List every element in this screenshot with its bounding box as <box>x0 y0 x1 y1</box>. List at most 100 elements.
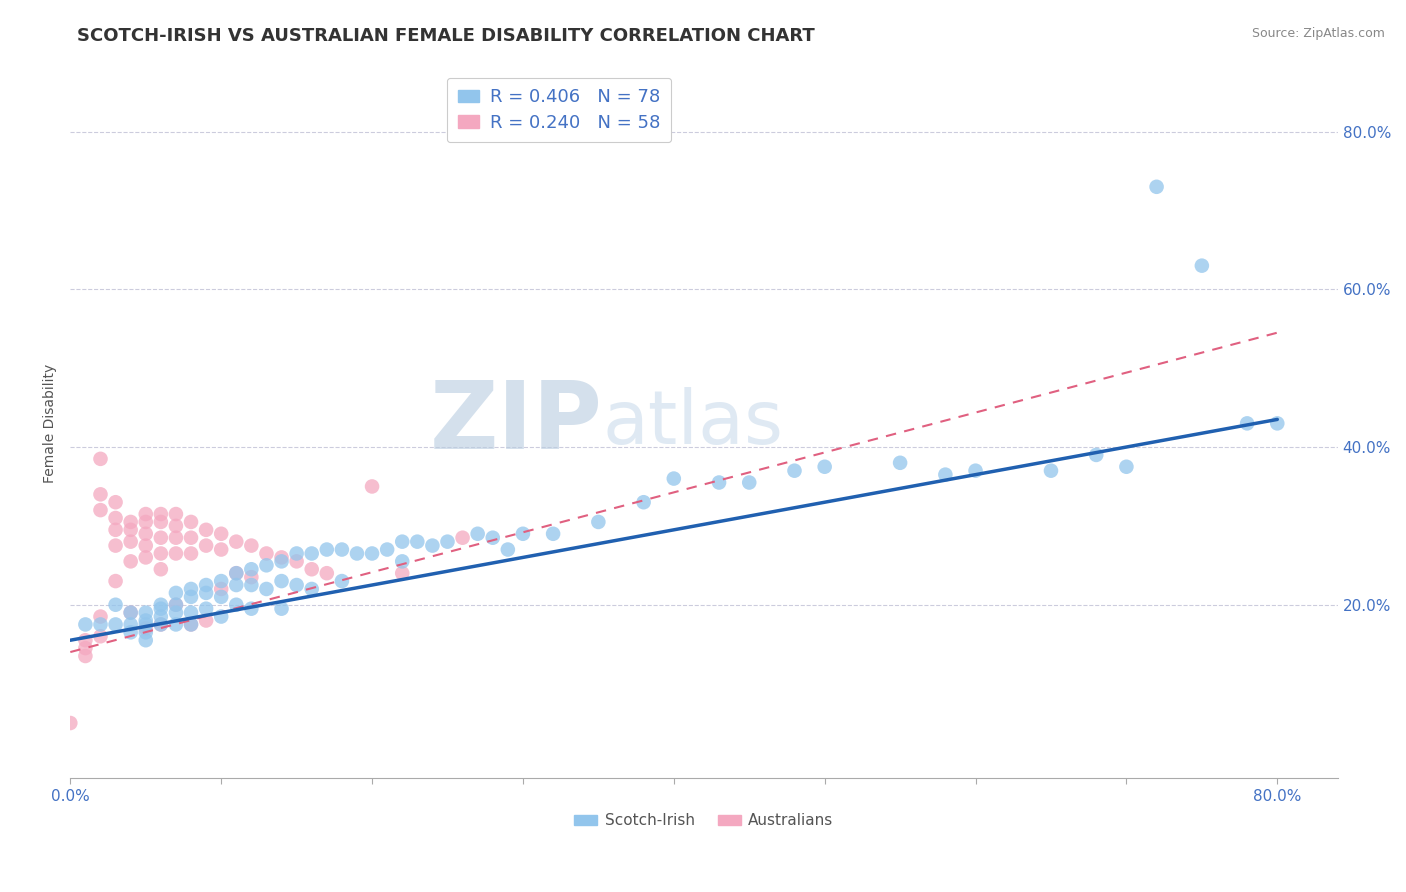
Point <box>165 617 187 632</box>
Point <box>104 523 127 537</box>
Point <box>180 546 202 560</box>
Text: SCOTCH-IRISH VS AUSTRALIAN FEMALE DISABILITY CORRELATION CHART: SCOTCH-IRISH VS AUSTRALIAN FEMALE DISABI… <box>77 27 815 45</box>
Point <box>104 511 127 525</box>
Point <box>707 475 730 490</box>
Point <box>165 531 187 545</box>
Point <box>104 617 127 632</box>
Point <box>209 582 232 596</box>
Point <box>1115 459 1137 474</box>
Point <box>541 526 564 541</box>
Point <box>149 598 172 612</box>
Point <box>270 574 292 588</box>
Point <box>165 598 187 612</box>
Point <box>209 526 232 541</box>
Point <box>391 554 413 568</box>
Point <box>135 507 157 521</box>
Point <box>1236 417 1258 431</box>
Point <box>375 542 398 557</box>
Point <box>120 617 142 632</box>
Point <box>361 479 384 493</box>
Point <box>783 464 806 478</box>
Point <box>135 617 157 632</box>
Point <box>301 562 323 576</box>
Point <box>135 633 157 648</box>
Point <box>89 617 111 632</box>
Point <box>75 641 97 656</box>
Point <box>120 606 142 620</box>
Point <box>934 467 956 482</box>
Point <box>1085 448 1108 462</box>
Point <box>149 531 172 545</box>
Point <box>149 617 172 632</box>
Point <box>180 617 202 632</box>
Point <box>120 625 142 640</box>
Point <box>165 507 187 521</box>
Text: atlas: atlas <box>603 387 783 460</box>
Point <box>149 617 172 632</box>
Point <box>180 617 202 632</box>
Point <box>135 621 157 635</box>
Point <box>225 598 247 612</box>
Point <box>256 558 278 573</box>
Point <box>135 515 157 529</box>
Point <box>422 539 444 553</box>
Point <box>225 534 247 549</box>
Point <box>225 578 247 592</box>
Point <box>1191 259 1213 273</box>
Point <box>481 531 503 545</box>
Point <box>120 515 142 529</box>
Point <box>180 590 202 604</box>
Point <box>285 546 308 560</box>
Point <box>195 523 218 537</box>
Point <box>633 495 655 509</box>
Point <box>301 546 323 560</box>
Point <box>496 542 519 557</box>
Point <box>59 716 82 731</box>
Point <box>361 546 384 560</box>
Point <box>165 519 187 533</box>
Point <box>225 566 247 581</box>
Point <box>467 526 489 541</box>
Point <box>135 526 157 541</box>
Point <box>240 562 263 576</box>
Point <box>738 475 761 490</box>
Point <box>120 534 142 549</box>
Point <box>180 582 202 596</box>
Point <box>135 614 157 628</box>
Point <box>436 534 458 549</box>
Point <box>149 601 172 615</box>
Text: Source: ZipAtlas.com: Source: ZipAtlas.com <box>1251 27 1385 40</box>
Point <box>89 487 111 501</box>
Point <box>240 578 263 592</box>
Point <box>120 523 142 537</box>
Point <box>104 574 127 588</box>
Point <box>315 566 337 581</box>
Point <box>180 515 202 529</box>
Point <box>270 554 292 568</box>
Point <box>240 601 263 615</box>
Point <box>195 614 218 628</box>
Point <box>209 609 232 624</box>
Point <box>391 566 413 581</box>
Legend: Scotch-Irish, Australians: Scotch-Irish, Australians <box>568 807 839 834</box>
Point <box>662 472 685 486</box>
Point <box>195 539 218 553</box>
Point <box>135 606 157 620</box>
Point <box>270 601 292 615</box>
Point <box>104 539 127 553</box>
Point <box>330 542 353 557</box>
Point <box>512 526 534 541</box>
Point <box>1146 179 1168 194</box>
Point <box>149 515 172 529</box>
Point <box>1039 464 1062 478</box>
Point <box>75 617 97 632</box>
Point <box>451 531 474 545</box>
Point <box>75 633 97 648</box>
Point <box>120 606 142 620</box>
Point <box>256 582 278 596</box>
Point <box>965 464 987 478</box>
Point <box>346 546 368 560</box>
Point <box>120 554 142 568</box>
Point <box>330 574 353 588</box>
Point <box>285 554 308 568</box>
